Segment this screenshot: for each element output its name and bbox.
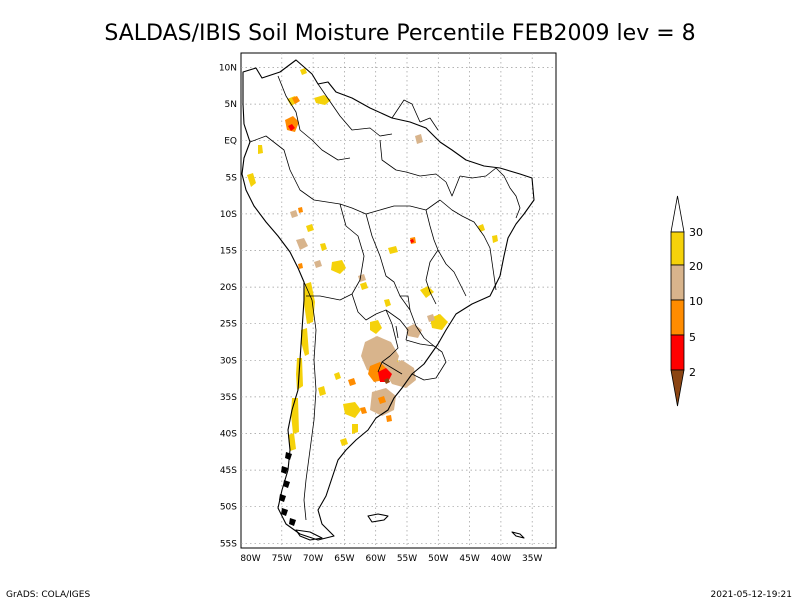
- lat-lon-grid: [240, 52, 557, 549]
- map-frame: [240, 52, 557, 549]
- legend-label: 30: [689, 226, 703, 239]
- lat-tick-label: 50S: [220, 503, 237, 513]
- lat-tick-label: EQ: [224, 137, 237, 147]
- colorbar-legend: 30 20 10 5 2: [670, 195, 703, 407]
- legend-label: 20: [689, 260, 703, 273]
- legend-label: 2: [689, 366, 696, 379]
- lat-tick-label: 5N: [225, 100, 237, 110]
- lat-tick-label: 45S: [220, 466, 237, 476]
- lat-tick-label: 35S: [220, 393, 237, 403]
- legend-swatch: [670, 334, 685, 371]
- lat-tick-label: 40S: [220, 430, 237, 440]
- axis-labels: 80W 75W 70W 65W 60W 55W 50W 45W 40W 35W 10N 5N EQ 5S 1…: [219, 64, 543, 565]
- legend-swatch: [670, 231, 685, 266]
- legend-swatch-above-30: [670, 195, 685, 233]
- legend-swatch-below-2: [670, 369, 685, 407]
- lon-tick-label: 50W: [428, 554, 448, 564]
- legend-swatch: [670, 299, 685, 336]
- lon-tick-label: 40W: [491, 554, 511, 564]
- lat-tick-label: 20S: [220, 283, 237, 293]
- lon-tick-label: 35W: [522, 554, 542, 564]
- lat-tick-label: 5S: [226, 173, 238, 183]
- lon-tick-label: 45W: [459, 554, 479, 564]
- lat-tick-label: 30S: [220, 356, 237, 366]
- lat-tick-label: 15S: [220, 247, 237, 257]
- lat-tick-label: 25S: [220, 320, 237, 330]
- legend-swatch: [670, 264, 685, 301]
- legend-label: 5: [689, 331, 696, 344]
- lon-tick-label: 55W: [397, 554, 417, 564]
- lat-tick-label: 10S: [220, 210, 237, 220]
- grads-credit: GrADS: COLA/IGES: [6, 590, 90, 600]
- country-borders: [249, 75, 521, 521]
- lon-tick-label: 70W: [303, 554, 323, 564]
- map-title: SALDAS/IBIS Soil Moisture Percentile FEB…: [104, 21, 695, 46]
- lat-tick-label: 10N: [219, 64, 237, 74]
- chile-islands: [279, 452, 296, 526]
- timestamp: 2021-05-12-19:21: [711, 590, 793, 600]
- lon-tick-label: 60W: [366, 554, 386, 564]
- lon-tick-label: 75W: [272, 554, 292, 564]
- lat-tick-label: 55S: [220, 539, 237, 549]
- lon-tick-label: 80W: [240, 554, 260, 564]
- soil-moisture-shading: [247, 68, 498, 451]
- legend-label: 10: [689, 295, 703, 308]
- lon-tick-label: 65W: [334, 554, 354, 564]
